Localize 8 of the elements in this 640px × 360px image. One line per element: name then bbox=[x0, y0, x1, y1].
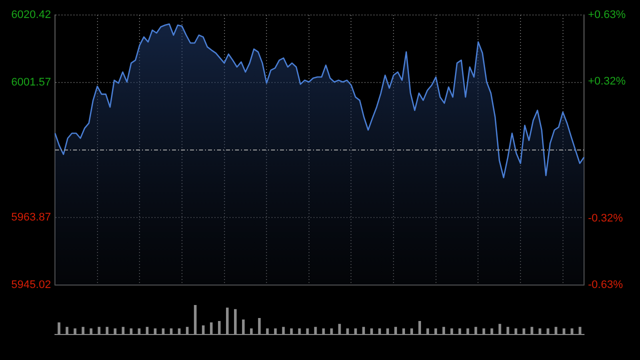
y2-tick-label: -0.63% bbox=[588, 279, 624, 292]
y2-tick-label: -0.32% bbox=[588, 212, 624, 225]
y-tick-label: 6020.42 bbox=[11, 9, 51, 22]
y2-tick-label: +0.32% bbox=[588, 75, 626, 88]
y-tick-label: 5945.02 bbox=[11, 279, 51, 292]
y2-tick-label: +0.63% bbox=[588, 9, 626, 22]
y-tick-label: 5963.87 bbox=[11, 212, 51, 224]
y-tick-label: 6001.57 bbox=[11, 76, 51, 89]
